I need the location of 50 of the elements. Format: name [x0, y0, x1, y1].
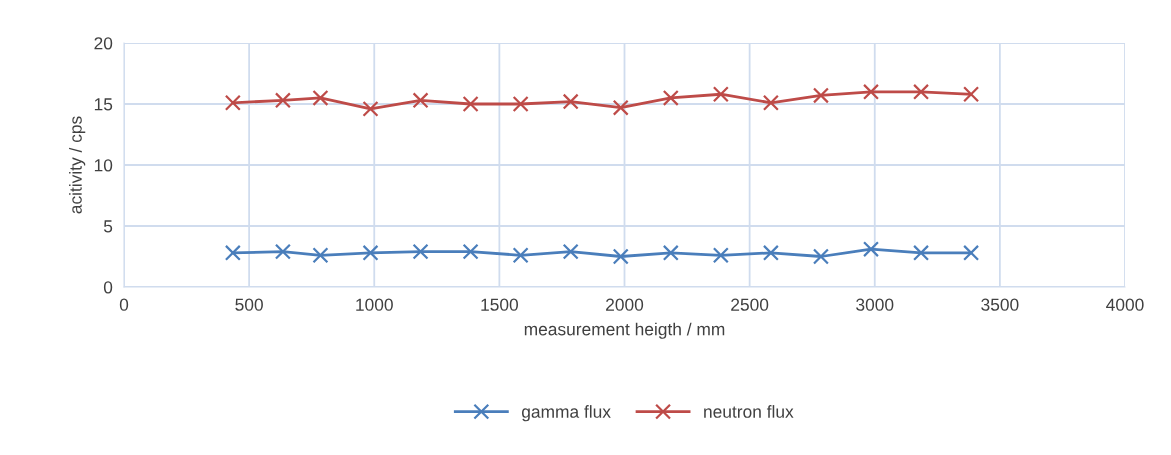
point	[612, 99, 629, 116]
y-tick-label: 15	[94, 98, 113, 111]
x-axis-title: measurement heigth / mm	[524, 322, 725, 339]
point	[562, 243, 579, 260]
x-tick-label: 1500	[481, 298, 519, 311]
legend-label: neutron flux	[704, 405, 794, 418]
point	[562, 93, 579, 110]
x-tick-label: 3500	[981, 298, 1019, 311]
y-tick-label: 10	[94, 159, 113, 172]
point	[662, 89, 679, 106]
point	[362, 100, 379, 117]
point	[812, 248, 829, 265]
point	[612, 248, 629, 265]
legend-label: gamma flux	[521, 405, 611, 422]
point	[662, 244, 679, 261]
point	[224, 244, 241, 261]
x-tick-label: 2000	[606, 298, 644, 311]
point	[963, 86, 980, 103]
point	[912, 244, 930, 261]
point	[762, 94, 779, 111]
point	[462, 95, 479, 113]
x-tick-label: 500	[235, 298, 263, 311]
y-tick-label: 20	[94, 37, 113, 50]
point	[274, 243, 291, 260]
y-axis-title: acitivity / cps	[69, 116, 86, 214]
x-tick-label: 1000	[356, 298, 393, 311]
point	[812, 87, 829, 104]
x-tick-label: 0	[119, 298, 129, 311]
point	[462, 243, 479, 260]
x-tick-label: 2500	[731, 298, 769, 311]
point	[512, 247, 529, 264]
x-tick-label: 3000	[856, 298, 894, 311]
point	[512, 95, 529, 113]
point	[224, 94, 241, 111]
point	[712, 86, 729, 103]
y-tick-label: 0	[103, 281, 113, 294]
point	[862, 241, 880, 258]
point	[312, 247, 329, 264]
point	[862, 83, 880, 100]
point	[412, 92, 429, 109]
point	[912, 83, 930, 100]
point	[274, 92, 291, 109]
point	[412, 243, 429, 260]
point	[762, 244, 779, 261]
point	[963, 244, 980, 261]
point	[712, 247, 729, 264]
point	[312, 89, 329, 106]
point	[362, 244, 379, 261]
y-tick-label: 5	[103, 220, 113, 233]
x-tick-label: 4000	[1106, 298, 1144, 311]
